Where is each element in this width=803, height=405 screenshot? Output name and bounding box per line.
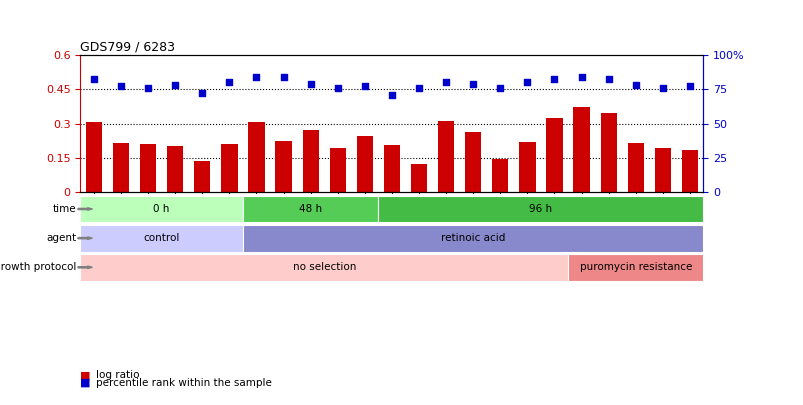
Bar [438, 121, 454, 192]
Bar [627, 143, 643, 192]
Point [520, 79, 533, 85]
Bar [573, 107, 589, 192]
FancyBboxPatch shape [378, 196, 703, 222]
Point [358, 83, 371, 90]
Text: GDS799 / 6283: GDS799 / 6283 [80, 40, 175, 53]
Point [655, 85, 668, 91]
Point [88, 76, 100, 83]
Bar [600, 113, 616, 192]
Bar [86, 122, 102, 192]
Bar [275, 141, 291, 192]
Text: 48 h: 48 h [299, 204, 322, 214]
Text: percentile rank within the sample: percentile rank within the sample [96, 378, 272, 388]
Text: no selection: no selection [292, 262, 356, 272]
Text: time: time [53, 204, 76, 214]
FancyBboxPatch shape [568, 254, 703, 281]
Bar [464, 132, 481, 192]
Point [222, 79, 235, 85]
Bar [140, 144, 156, 192]
Point [629, 82, 642, 88]
FancyBboxPatch shape [80, 196, 243, 222]
FancyBboxPatch shape [243, 196, 378, 222]
Text: agent: agent [47, 233, 76, 243]
Point [493, 85, 506, 91]
Bar [302, 130, 319, 192]
Point [250, 73, 263, 80]
Bar [329, 148, 345, 192]
Text: 0 h: 0 h [153, 204, 169, 214]
Bar [410, 164, 426, 192]
Point [467, 80, 479, 87]
Point [683, 83, 695, 90]
FancyBboxPatch shape [80, 254, 568, 281]
Point [115, 83, 128, 90]
Point [169, 82, 181, 88]
Text: ■: ■ [80, 378, 91, 388]
Point [574, 73, 587, 80]
Text: retinoic acid: retinoic acid [441, 233, 505, 243]
Bar [221, 144, 237, 192]
Bar [519, 142, 535, 192]
Text: control: control [143, 233, 180, 243]
Bar [681, 150, 697, 192]
Bar [194, 161, 210, 192]
Text: puromycin resistance: puromycin resistance [579, 262, 691, 272]
Point [439, 79, 452, 85]
Point [277, 73, 290, 80]
Bar [167, 147, 183, 192]
Text: ■: ■ [80, 371, 91, 380]
Bar [112, 143, 129, 192]
FancyBboxPatch shape [243, 225, 703, 252]
Text: growth protocol: growth protocol [0, 262, 76, 272]
Point [548, 76, 560, 83]
Bar [654, 148, 671, 192]
Bar [491, 159, 507, 192]
Bar [357, 136, 373, 192]
Point [331, 85, 344, 91]
Text: 96 h: 96 h [528, 204, 552, 214]
FancyBboxPatch shape [80, 225, 243, 252]
Text: log ratio: log ratio [96, 371, 140, 380]
Point [304, 80, 316, 87]
Bar [248, 122, 264, 192]
Point [601, 76, 614, 83]
Point [196, 90, 209, 96]
Point [412, 85, 425, 91]
Point [141, 85, 154, 91]
Point [385, 92, 398, 98]
Bar [383, 145, 400, 192]
Bar [546, 118, 562, 192]
